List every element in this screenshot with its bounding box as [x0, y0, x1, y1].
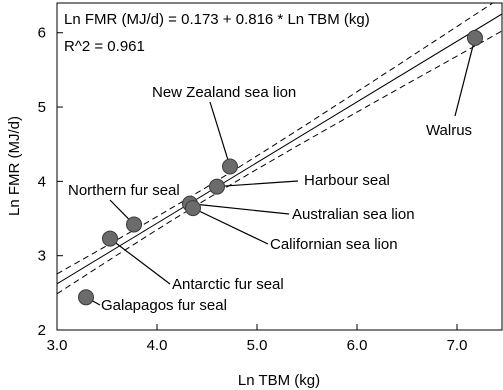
x-tick-label: 5.0: [247, 337, 268, 354]
point-label: Californian sea lion: [270, 236, 398, 253]
data-point: [102, 230, 118, 247]
data-points: [78, 29, 483, 306]
plot-area: [56, 2, 503, 331]
x-tick-label: 6.0: [347, 337, 368, 354]
x-axis-label: Ln TBM (kg): [238, 372, 320, 389]
x-tick-label: 7.0: [447, 337, 468, 354]
leader-line: [454, 37, 476, 117]
y-axis-ticks: 2 3 4 5 6: [38, 25, 63, 339]
leader-lines: [85, 37, 476, 306]
leader-line: [216, 180, 299, 188]
x-tick-label: 4.0: [147, 337, 168, 354]
x-axis-ticks: 3.0 4.0 5.0 6.0 7.0: [47, 324, 468, 354]
point-label: New Zealand sea lion: [152, 84, 296, 101]
y-tick-label: 5: [38, 99, 46, 116]
data-point: [222, 158, 238, 175]
data-point: [185, 200, 201, 217]
point-label: Australian sea lion: [292, 206, 415, 223]
leader-line: [109, 238, 171, 285]
y-tick-label: 3: [38, 248, 46, 265]
point-label: Harbour seal: [304, 172, 390, 189]
regression-line: [57, 13, 502, 285]
regression-equation: Ln FMR (MJ/d) = 0.173 + 0.816 * Ln TBM (…: [64, 11, 370, 28]
x-tick-label: 3.0: [47, 337, 68, 354]
leader-line: [189, 203, 290, 215]
data-point: [126, 216, 142, 233]
point-label: Antarctic fur seal: [172, 276, 284, 293]
y-tick-label: 4: [38, 173, 46, 190]
point-labels: Galapagos fur seal Antarctic fur seal Nort…: [68, 84, 472, 314]
data-point: [209, 178, 225, 195]
y-tick-label: 2: [38, 322, 46, 339]
data-point: [467, 29, 483, 46]
r-squared-label: R^2 = 0.961: [64, 38, 145, 55]
confidence-band-lower: [57, 30, 502, 295]
leader-line: [192, 207, 269, 245]
leader-line: [209, 101, 231, 167]
point-label: Galapagos fur seal: [101, 297, 227, 314]
regression-line-group: [57, 13, 502, 285]
point-label: Northern fur seal: [68, 182, 180, 199]
y-tick-label: 6: [38, 25, 46, 42]
point-label: Walrus: [426, 122, 472, 139]
y-axis-label: Ln FMR (MJ/d): [6, 116, 23, 216]
data-point: [78, 289, 94, 306]
